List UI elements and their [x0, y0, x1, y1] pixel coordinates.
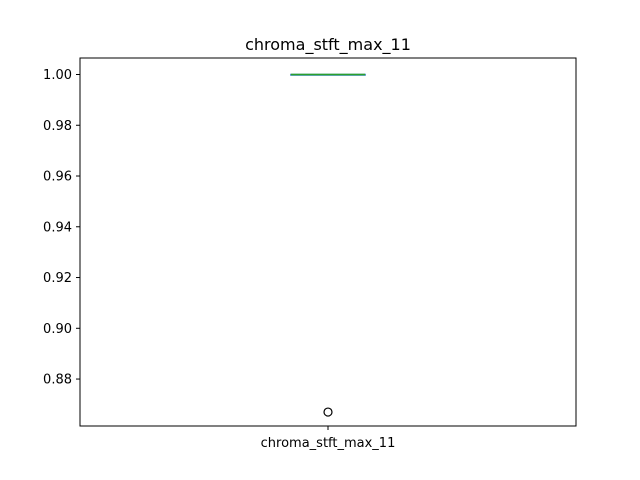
outlier-point	[323, 407, 333, 417]
y-tick-label: 0.94	[43, 220, 72, 235]
y-tick-label: 0.92	[43, 271, 72, 286]
y-tick-label: 0.98	[43, 119, 72, 134]
chart-title: chroma_stft_max_11	[245, 35, 411, 55]
x-tick-label: chroma_stft_max_11	[261, 436, 396, 451]
y-tick-label: 1.00	[43, 68, 72, 83]
y-tick-label: 0.88	[43, 373, 72, 388]
axes-frame	[79, 57, 577, 427]
y-tick-label: 0.96	[43, 170, 72, 185]
plot-area: 0.88 0.90 0.92 0.94 0.96 0.98 1.00 chroma_stft_…	[43, 57, 577, 451]
y-tick-label: 0.90	[43, 322, 72, 337]
